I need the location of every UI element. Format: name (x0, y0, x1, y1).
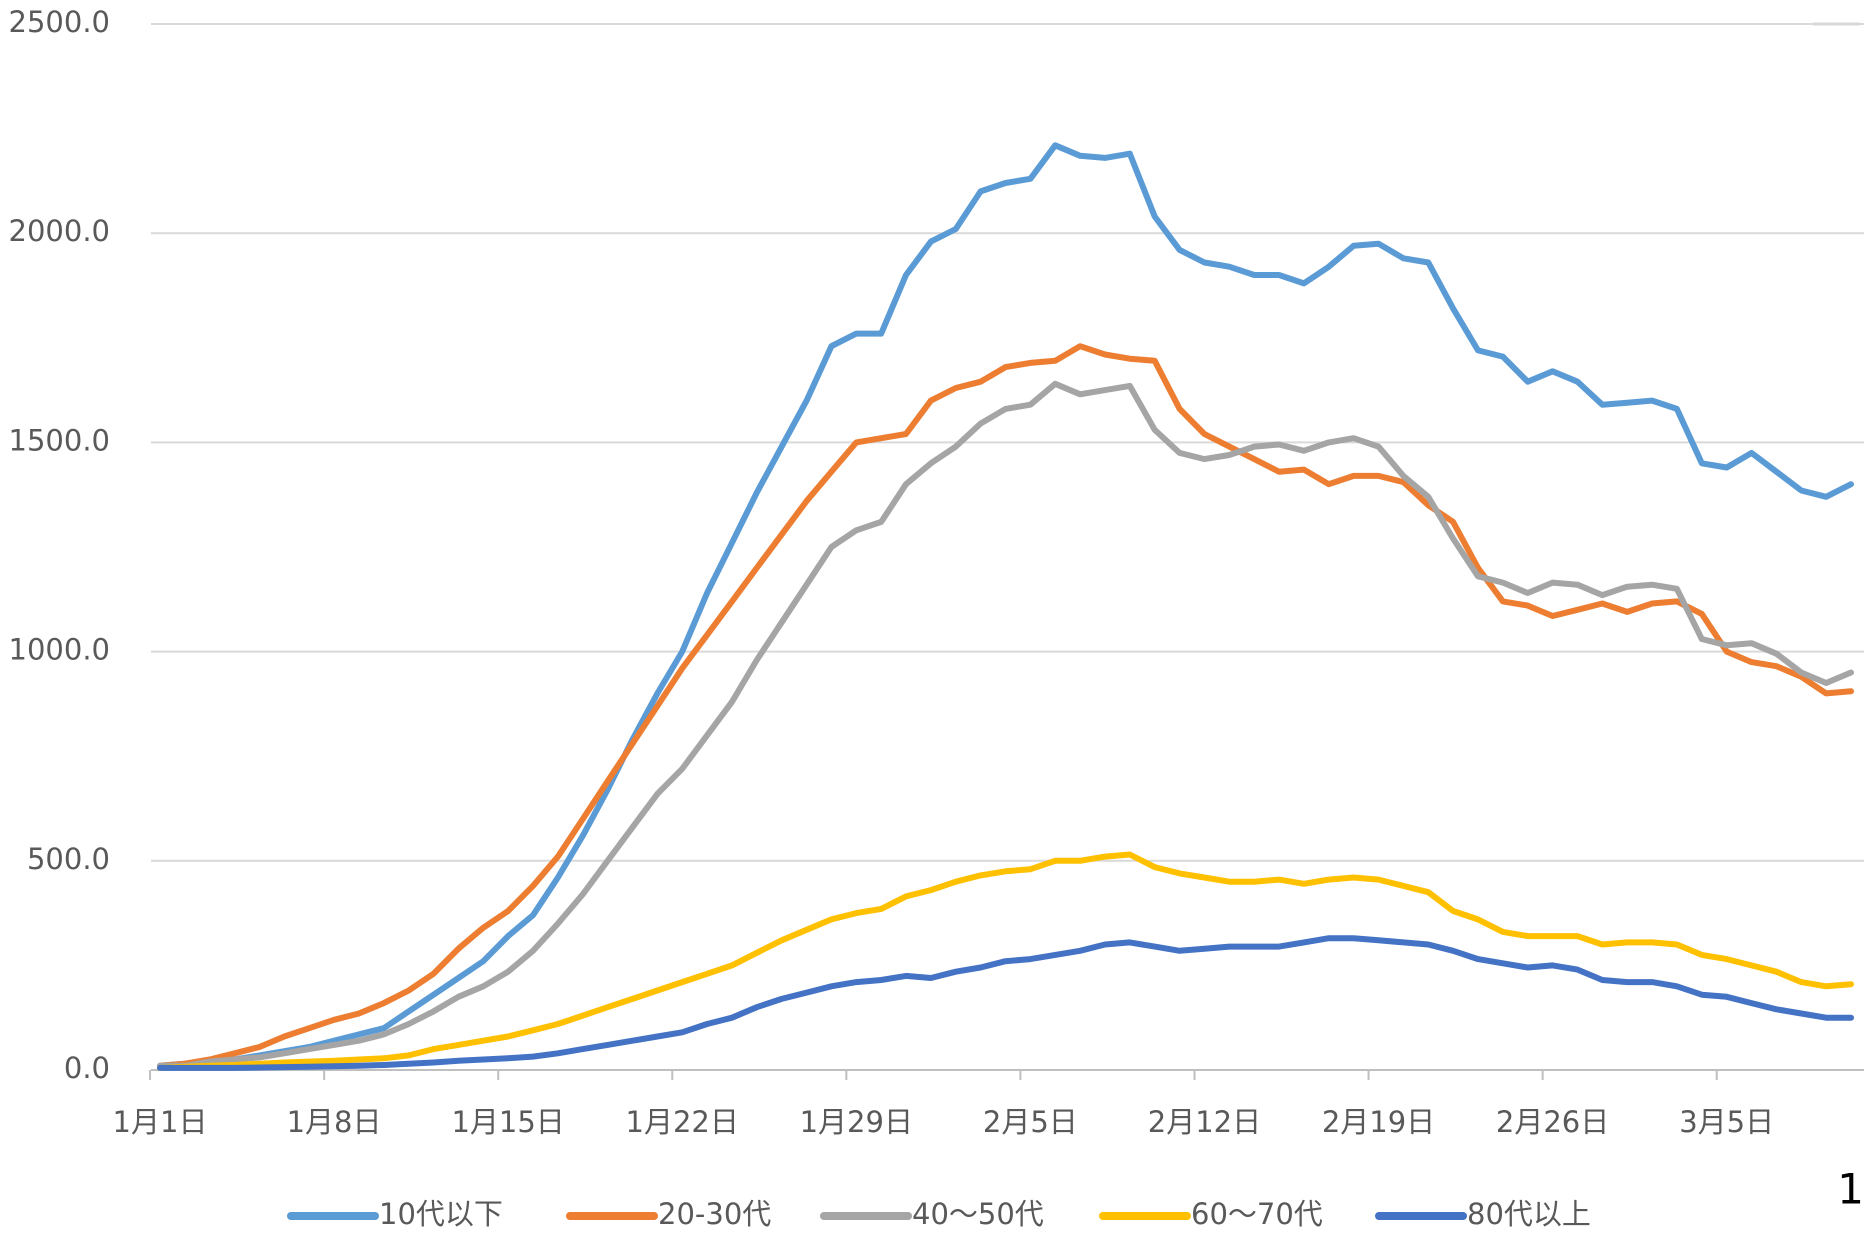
y-tick-label: 2000.0 (9, 214, 110, 248)
legend-label: 10代以下 (379, 1197, 503, 1231)
x-tick-label: 1月29日 (800, 1105, 913, 1139)
x-tick-label: 1月8日 (287, 1105, 382, 1139)
x-tick-label: 2月5日 (983, 1105, 1078, 1139)
y-tick-label: 1000.0 (9, 633, 110, 667)
x-tick-label: 3月5日 (1679, 1105, 1774, 1139)
series-line (157, 343, 1854, 1069)
y-tick-label: 1500.0 (9, 423, 110, 457)
legend-label: 80代以上 (1467, 1197, 1591, 1231)
legend-label: 40～50代 (912, 1197, 1044, 1231)
legend-label: 20-30代 (658, 1197, 771, 1231)
x-tick-label: 2月12日 (1148, 1105, 1261, 1139)
series-line (157, 851, 1854, 1071)
x-tick-label: 2月19日 (1322, 1105, 1435, 1139)
y-tick-label: 2500.0 (9, 5, 110, 39)
x-tick-label: 1月15日 (451, 1105, 564, 1139)
legend-label: 60～70代 (1191, 1197, 1323, 1231)
x-tick-label: 2月26日 (1496, 1105, 1609, 1139)
page-number: 1 (1837, 1165, 1864, 1214)
y-tick-label: 0.0 (64, 1051, 110, 1085)
y-tick-label: 500.0 (27, 842, 110, 876)
series-line (157, 935, 1854, 1071)
series-line (157, 380, 1854, 1069)
series-line (157, 142, 1854, 1069)
x-tick-label: 1月22日 (626, 1105, 739, 1139)
x-tick-label: 1月1日 (113, 1105, 208, 1139)
